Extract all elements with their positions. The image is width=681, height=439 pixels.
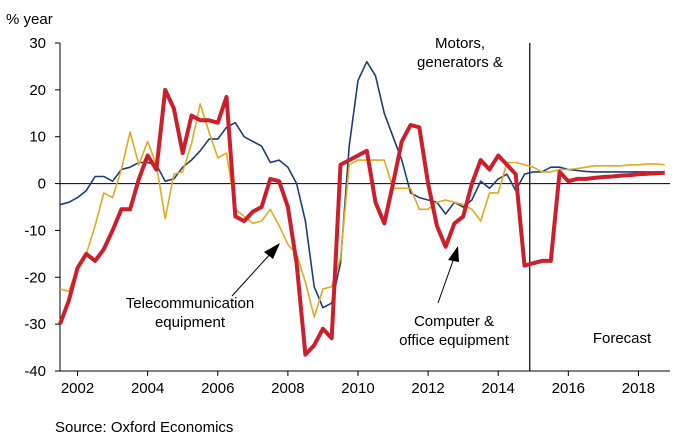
y-axis-label: % year xyxy=(6,11,53,28)
series-line xyxy=(58,87,665,357)
x-tick-label: 2004 xyxy=(131,380,164,397)
annotation: Telecommunication xyxy=(126,295,254,312)
arrow-head xyxy=(264,243,280,259)
annotation: Motors, xyxy=(435,35,485,52)
y-tick-label: -10 xyxy=(24,222,46,239)
arrow-line xyxy=(231,251,273,297)
annotation: equipment xyxy=(155,314,226,331)
x-tick-label: 2016 xyxy=(552,380,585,397)
y-tick-label: 30 xyxy=(29,35,46,52)
series-line xyxy=(59,60,665,309)
arrow-line xyxy=(437,257,455,304)
annotation: Computer & xyxy=(414,313,494,330)
arrows xyxy=(231,243,459,304)
y-tick-label: 20 xyxy=(29,82,46,99)
arrow-head xyxy=(448,246,459,262)
x-tick-label: 2002 xyxy=(61,380,94,397)
y-tick-label: 10 xyxy=(29,129,46,146)
x-tick-label: 2018 xyxy=(622,380,655,397)
annotation: office equipment xyxy=(399,332,510,349)
x-tick-label: 2010 xyxy=(341,380,374,397)
series-line xyxy=(59,103,665,318)
x-tick-label: 2008 xyxy=(271,380,304,397)
y-tick-label: -20 xyxy=(24,269,46,286)
x-tick-label: 2014 xyxy=(482,380,515,397)
y-tick-label: -40 xyxy=(24,363,46,380)
y-tick-label: 0 xyxy=(38,176,46,193)
y-tick-label: -30 xyxy=(24,316,46,333)
annotation: Forecast xyxy=(593,330,652,347)
x-tick-label: 2012 xyxy=(411,380,444,397)
source: Source: Oxford Economics xyxy=(55,419,233,436)
x-tick-label: 2006 xyxy=(201,380,234,397)
annotation: generators & xyxy=(417,54,503,71)
